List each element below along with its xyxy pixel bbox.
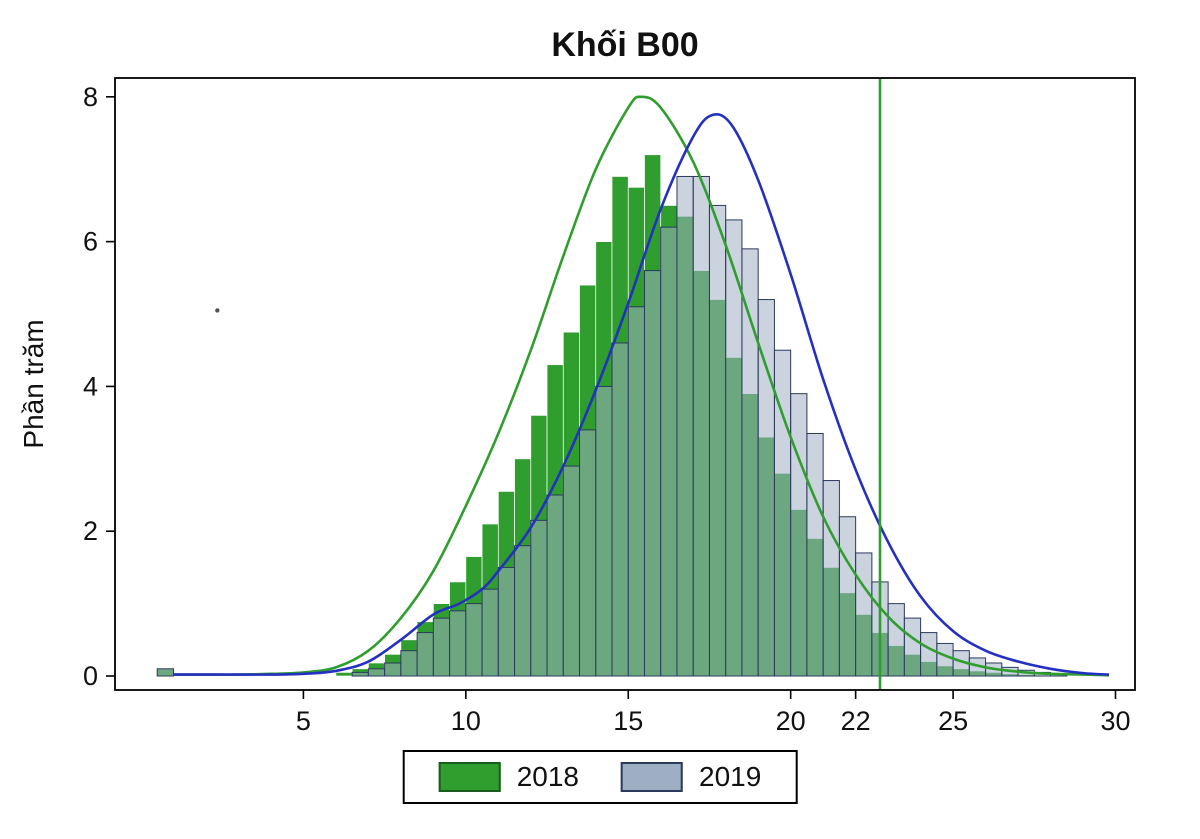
plot-area: 5 10 15 20 22 25 30 0 2 4 6 8: [83, 77, 1136, 736]
histogram-bar-2019: [497, 566, 516, 677]
histogram-bar-2019: [432, 617, 451, 677]
histogram-bar-2019: [692, 175, 710, 677]
histogram-bar-2019: [416, 632, 434, 677]
y-tick-label: 6: [83, 227, 98, 257]
histogram-bar-2019: [611, 342, 629, 677]
y-tick-label: 8: [83, 82, 98, 112]
chart-title: Khối B00: [551, 26, 699, 64]
x-tick-label: 22: [841, 706, 871, 736]
legend-label-2018: 2018: [516, 761, 579, 792]
histogram-bar-2019: [367, 668, 386, 677]
histogram-bar-2019: [351, 671, 369, 677]
histogram-bar-2019: [156, 668, 174, 677]
x-tick-label: 20: [776, 706, 806, 736]
histogram-bar-2019: [855, 552, 873, 677]
histogram-bar-2019: [936, 642, 954, 677]
density-curve-2018: [173, 95, 1110, 677]
x-tick-label: 30: [1100, 706, 1130, 736]
legend: 2018 2019: [402, 750, 798, 804]
histogram-bar-2019: [741, 248, 759, 677]
histogram-bar-2019: [449, 610, 467, 677]
plot-border: [114, 77, 1136, 691]
histogram-bar-2019: [530, 519, 548, 677]
histogram-bar-2019: [838, 516, 857, 677]
density-curve-2019: [173, 113, 1110, 676]
legend-label-2019: 2019: [699, 761, 762, 792]
x-tick-label: 5: [296, 706, 311, 736]
y-tick-label: 4: [83, 371, 98, 401]
legend-item-2018: 2018: [438, 761, 579, 793]
histogram-bar-2019: [627, 306, 645, 677]
histogram-bar-2019: [481, 588, 499, 677]
histogram-bar-2019: [579, 429, 597, 677]
histogram-bar-2019: [643, 270, 662, 677]
y-tick-label: 0: [83, 661, 98, 691]
histogram-bar-2019: [920, 632, 938, 677]
histogram-bar-2019: [757, 299, 775, 677]
legend-item-2019: 2019: [621, 761, 761, 793]
histogram-bar-2019: [676, 175, 694, 677]
histogram-bar-2019: [595, 385, 613, 677]
x-tick-label: 15: [613, 706, 643, 736]
histogram-bar-2019: [790, 393, 808, 677]
histogram-bar-2019: [400, 650, 418, 677]
legend-swatch-2019: [621, 762, 683, 792]
legend-swatch-2018: [438, 762, 501, 792]
histogram-bar-2018: [335, 672, 353, 677]
histogram-bar-2019: [384, 662, 402, 677]
histogram-bar-2019: [660, 226, 678, 677]
histogram-bar-2019: [822, 480, 840, 677]
y-tick-label: 2: [83, 516, 98, 546]
histogram-bar-2019: [903, 617, 922, 677]
histogram-bar-2019: [465, 603, 483, 677]
histogram-bar-2019: [546, 494, 564, 677]
histogram-bar-2019: [708, 204, 727, 677]
x-tick-label: 10: [451, 706, 481, 736]
stray-dot: [215, 308, 220, 313]
histogram-bar-2019: [562, 465, 581, 677]
x-tick-label: 25: [938, 706, 968, 736]
histogram-bar-2019: [806, 432, 824, 677]
histogram-bar-2019: [887, 603, 905, 677]
histogram-bar-2019: [514, 545, 532, 677]
